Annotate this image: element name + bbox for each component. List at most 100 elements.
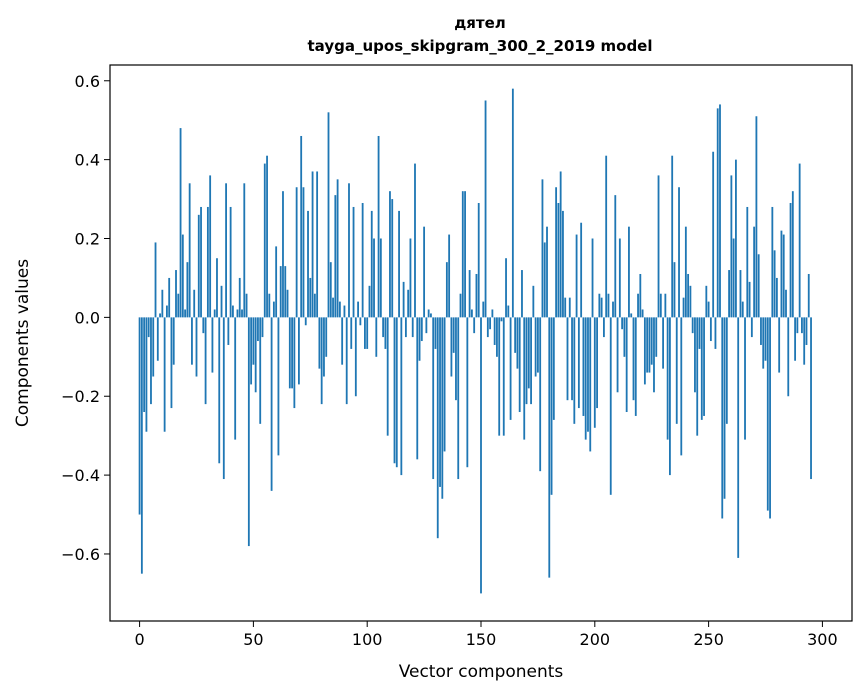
bar-62 [279, 266, 282, 318]
y-axis-ticks: −0.6 −0.4 −0.2 0.0 0.2 0.4 0.6 [61, 72, 110, 564]
bar-260 [730, 175, 733, 318]
bar-196 [584, 317, 587, 440]
bar-161 [505, 258, 507, 318]
bar-243 [691, 317, 694, 334]
bar-17 [177, 293, 180, 318]
bar-191 [573, 317, 576, 424]
bar-179 [546, 226, 548, 318]
bar-209 [614, 195, 617, 318]
bar-248 [703, 317, 705, 416]
bar-214 [625, 317, 628, 413]
bars-group [138, 88, 812, 594]
bar-43 [236, 309, 239, 318]
bar-5 [150, 317, 152, 405]
bar-224 [648, 317, 651, 373]
bar-90 [343, 305, 346, 318]
bar-231 [664, 293, 667, 318]
bar-185 [559, 171, 562, 318]
bar-122 [416, 317, 419, 460]
bar-193 [577, 317, 580, 409]
bar-235 [673, 262, 676, 318]
bar-182 [552, 317, 555, 420]
bar-99 [364, 317, 366, 349]
bar-2 [143, 317, 146, 413]
bar-59 [272, 301, 275, 318]
bar-244 [694, 317, 696, 393]
bar-262 [735, 159, 737, 318]
bar-213 [623, 317, 626, 357]
bar-46 [243, 183, 246, 318]
bar-286 [789, 203, 792, 318]
bar-35 [218, 317, 221, 464]
bar-106 [379, 238, 382, 318]
bar-101 [368, 285, 371, 318]
bar-75 [309, 277, 312, 318]
bar-24 [193, 289, 196, 318]
bar-94 [352, 206, 355, 318]
bar-259 [728, 270, 730, 318]
bar-36 [220, 285, 223, 318]
bar-88 [338, 301, 341, 318]
bar-192 [575, 234, 578, 318]
bar-143 [464, 191, 466, 318]
x-tick-label: 100 [352, 630, 383, 649]
bar-240 [684, 226, 687, 318]
bar-121 [414, 163, 416, 318]
bar-96 [357, 301, 359, 318]
bar-293 [805, 317, 808, 345]
bar-87 [336, 179, 339, 318]
bar-10 [161, 289, 164, 318]
bar-52 [257, 317, 259, 342]
bar-253 [714, 317, 717, 349]
bar-207 [609, 317, 612, 495]
bar-65 [286, 289, 289, 318]
bar-210 [616, 317, 619, 393]
bar-129 [432, 317, 435, 480]
bar-227 [655, 317, 658, 357]
bar-232 [666, 317, 669, 440]
bar-177 [541, 179, 544, 318]
y-axis-label: Components values [13, 259, 33, 427]
bar-58 [270, 317, 273, 491]
bar-18 [179, 128, 182, 318]
bar-237 [678, 187, 680, 318]
bar-3 [145, 317, 148, 432]
y-tick-label: 0.2 [75, 230, 100, 249]
bar-103 [373, 238, 375, 318]
bar-152 [484, 100, 487, 318]
bar-97 [359, 317, 362, 326]
bar-218 [634, 317, 637, 416]
bar-84 [329, 262, 332, 318]
bar-37 [222, 317, 225, 480]
bar-160 [502, 317, 505, 436]
bar-290 [798, 163, 801, 318]
bar-167 [518, 317, 521, 413]
bar-135 [445, 262, 448, 318]
bar-275 [764, 317, 767, 361]
bar-100 [366, 317, 369, 349]
bar-127 [427, 309, 430, 318]
bar-136 [448, 234, 451, 318]
bar-208 [612, 301, 614, 318]
bar-54 [261, 317, 264, 338]
bar-104 [375, 317, 378, 357]
bar-277 [769, 317, 771, 519]
bar-184 [557, 203, 560, 318]
bar-225 [650, 317, 653, 365]
bar-234 [671, 155, 674, 318]
bar-125 [423, 226, 426, 318]
bar-83 [327, 112, 330, 318]
bar-145 [468, 270, 471, 318]
bar-195 [582, 317, 585, 416]
bar-141 [459, 293, 462, 318]
bar-27 [200, 206, 202, 318]
bar-20 [184, 309, 187, 318]
bar-61 [277, 317, 280, 456]
bar-198 [589, 317, 592, 452]
bar-215 [628, 226, 630, 318]
bar-26 [197, 214, 200, 318]
x-axis-label: Vector components [399, 662, 564, 682]
bar-282 [780, 230, 783, 318]
bar-186 [562, 210, 564, 318]
bar-45 [241, 309, 243, 318]
